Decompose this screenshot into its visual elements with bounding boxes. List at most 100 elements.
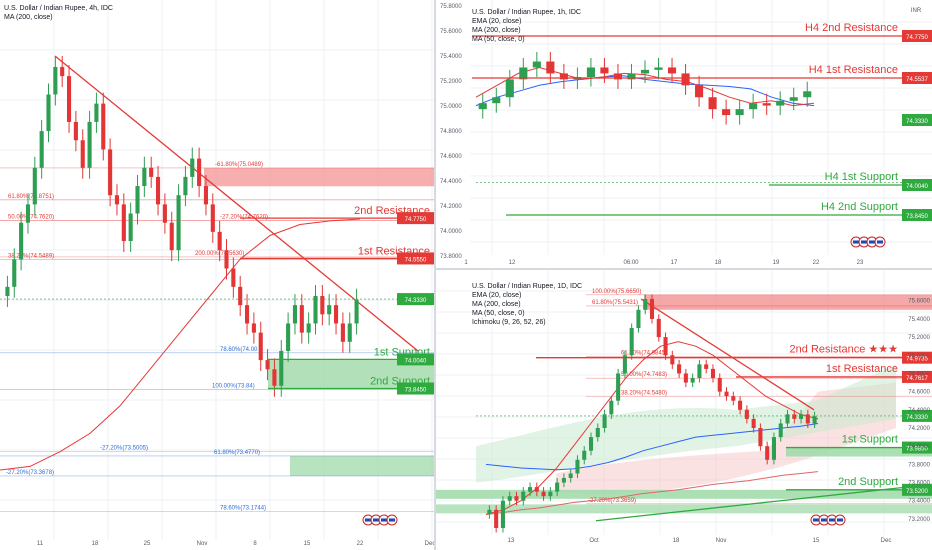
chart-4h-canvas[interactable]: -61.80%(75.0489) 61.80%(74.8751) -27.20%(7… xyxy=(0,0,434,550)
candle-body xyxy=(169,222,174,251)
chart-panel-1d[interactable]: 100.00%(75.6650) 61.80%(75.5431) 61.80%(74… xyxy=(436,270,932,550)
candle-body xyxy=(19,222,24,260)
level-label: 1st Support xyxy=(842,434,898,446)
candle-body xyxy=(114,195,120,205)
candle-body xyxy=(347,323,352,342)
chart-title: U.S. Dollar / Indian Rupee, 4h, IDC xyxy=(4,5,113,12)
candle-body xyxy=(749,103,758,110)
x-tick-label: Oct xyxy=(589,538,599,544)
candle-body xyxy=(128,213,133,242)
resistance-zone-4h xyxy=(204,167,434,187)
fib-label: 78.60%(73.1744) xyxy=(220,505,266,511)
y-tick-label: 74.4000 xyxy=(908,408,930,414)
y-tick-label: 75.4000 xyxy=(908,317,930,323)
candle-body xyxy=(333,305,339,324)
price-tag-label: 74.0040 xyxy=(405,358,427,364)
candle-body xyxy=(735,109,744,116)
candle-body xyxy=(507,496,512,501)
candle-body xyxy=(327,305,332,315)
candle-body xyxy=(279,350,284,386)
x-tick-label: Dec xyxy=(425,541,434,547)
panel-divider-horizontal[interactable] xyxy=(436,268,932,270)
level-label: H4 1st Support xyxy=(825,171,898,183)
level-label: H4 2nd Resistance xyxy=(805,22,898,34)
chart-panel-1h[interactable]: 75.8000 75.6000 75.4000 75.2000 75.0000 74.80… xyxy=(436,0,932,268)
price-tag xyxy=(397,293,434,306)
candle-body xyxy=(60,66,65,77)
candle-body xyxy=(12,259,17,287)
chart-1h-canvas[interactable]: 75.8000 75.6000 75.4000 75.2000 75.0000 74.80… xyxy=(436,0,932,268)
currency-flag-stripe-icon xyxy=(821,518,827,522)
candle-body xyxy=(292,305,298,324)
candle-body xyxy=(640,69,650,74)
level-label: 2nd Support xyxy=(838,476,898,488)
currency-flag-stripe-icon xyxy=(365,518,371,522)
resistance-zone-1d xyxy=(644,294,932,310)
candle-body xyxy=(765,446,770,460)
indicator-label: MA (200, close) xyxy=(472,27,521,34)
x-tick-label: 11 xyxy=(37,541,44,547)
price-tag-label: 74.9735 xyxy=(906,357,928,363)
candle-body xyxy=(251,323,256,333)
chart-title: U.S. Dollar / Indian Rupee, 1D, IDC xyxy=(472,283,582,290)
candle-body xyxy=(731,396,736,401)
candle-body xyxy=(541,491,546,497)
y-tick-label: 75.2000 xyxy=(908,335,930,341)
currency-flag-stripe-icon xyxy=(861,240,867,244)
chart-panel-4h[interactable]: -61.80%(75.0489) 61.80%(74.8751) -27.20%(7… xyxy=(0,0,434,550)
candle-body xyxy=(101,103,106,150)
panel-divider-vertical[interactable] xyxy=(434,0,436,550)
candle-body xyxy=(677,364,682,374)
fib-label: 61.80%(74.8751) xyxy=(8,194,54,200)
candle-body xyxy=(258,332,263,361)
price-tag-label: 74.3330 xyxy=(906,415,928,421)
x-tick-label: 23 xyxy=(857,260,864,266)
y-tick-label: 74.8000 xyxy=(908,371,930,377)
candle-body xyxy=(559,73,568,80)
y-tick-label: 75.0000 xyxy=(440,104,462,110)
candle-body xyxy=(265,360,270,370)
candle-body xyxy=(683,373,688,383)
candle-body xyxy=(803,91,812,98)
fib-label: 38.20%(74.5489) xyxy=(8,254,54,260)
price-tag-label: 73.8450 xyxy=(906,214,928,220)
candle-body xyxy=(602,414,607,428)
indicator-label: MA (200, close) xyxy=(4,14,53,21)
candle-body xyxy=(717,378,722,392)
currency-flag-stripe-icon xyxy=(381,518,387,522)
candle-body xyxy=(87,121,92,168)
y-tick-label: 75.4000 xyxy=(440,54,462,60)
candle-body xyxy=(600,67,609,74)
fib-label: -61.80%(75.0489) xyxy=(215,162,263,168)
candle-body xyxy=(616,373,621,401)
y-tick-label: 75.8000 xyxy=(440,4,462,10)
candle-body xyxy=(588,437,594,451)
y-tick-label: 75.6000 xyxy=(908,299,930,305)
y-tick-label: 74.0000 xyxy=(908,444,930,450)
candle-body xyxy=(799,414,804,419)
price-tag-label: 74.7750 xyxy=(906,35,928,41)
fib-label: -27.20%(73.5005) xyxy=(100,446,148,452)
candle-body xyxy=(629,328,634,356)
chart-1d-canvas[interactable]: 100.00%(75.6650) 61.80%(75.5431) 61.80%(74… xyxy=(436,270,932,550)
y-tick-label: 74.8000 xyxy=(440,129,462,135)
price-tag xyxy=(902,351,932,364)
price-tag-label: 74.5550 xyxy=(405,257,427,263)
candle-body xyxy=(197,158,202,187)
price-tag xyxy=(902,483,932,496)
x-tick-label: Dec xyxy=(881,538,892,544)
price-tag xyxy=(397,212,434,225)
price-tag xyxy=(397,353,434,366)
x-tick-label: Nov xyxy=(716,538,727,544)
indicator-label: EMA (20, close) xyxy=(472,18,521,25)
currency-flag-stripe-icon xyxy=(389,518,395,522)
currency-flag-stripe-icon xyxy=(813,518,819,522)
candle-body xyxy=(25,204,31,223)
x-tick-label: 1 xyxy=(464,260,468,266)
x-tick-label: 06:00 xyxy=(623,260,639,266)
candle-body xyxy=(667,67,677,74)
candle-body xyxy=(121,204,126,242)
currency-flag-stripe-icon xyxy=(373,518,379,522)
fib-label: 61.80%(75.5431) xyxy=(592,300,638,306)
candle-body xyxy=(722,109,731,116)
